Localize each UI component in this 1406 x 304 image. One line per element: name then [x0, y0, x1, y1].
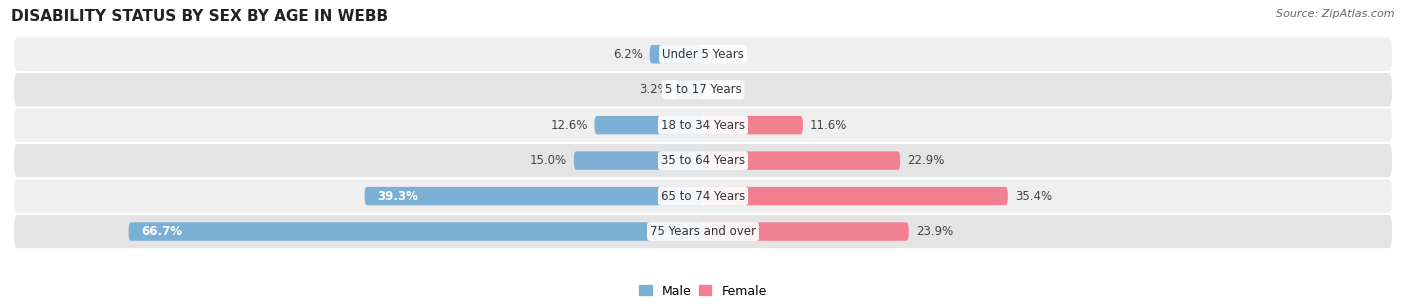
Text: DISABILITY STATUS BY SEX BY AGE IN WEBB: DISABILITY STATUS BY SEX BY AGE IN WEBB	[11, 9, 388, 24]
Text: 15.0%: 15.0%	[530, 154, 567, 167]
FancyBboxPatch shape	[595, 116, 703, 134]
FancyBboxPatch shape	[703, 222, 908, 241]
Text: 39.3%: 39.3%	[377, 190, 419, 202]
Text: 11.6%: 11.6%	[810, 119, 848, 132]
FancyBboxPatch shape	[703, 116, 803, 134]
Text: 6.2%: 6.2%	[613, 48, 643, 61]
FancyBboxPatch shape	[703, 151, 900, 170]
FancyBboxPatch shape	[675, 81, 703, 99]
Text: 75 Years and over: 75 Years and over	[650, 225, 756, 238]
Legend: Male, Female: Male, Female	[634, 280, 772, 302]
Text: 22.9%: 22.9%	[907, 154, 945, 167]
FancyBboxPatch shape	[14, 215, 1392, 248]
Text: 18 to 34 Years: 18 to 34 Years	[661, 119, 745, 132]
Text: 65 to 74 Years: 65 to 74 Years	[661, 190, 745, 202]
FancyBboxPatch shape	[574, 151, 703, 170]
FancyBboxPatch shape	[14, 144, 1392, 177]
Text: 12.6%: 12.6%	[550, 119, 588, 132]
FancyBboxPatch shape	[14, 38, 1392, 71]
FancyBboxPatch shape	[364, 187, 703, 205]
Text: 66.7%: 66.7%	[142, 225, 183, 238]
Text: 5 to 17 Years: 5 to 17 Years	[665, 83, 741, 96]
Text: 3.2%: 3.2%	[638, 83, 669, 96]
FancyBboxPatch shape	[14, 109, 1392, 142]
FancyBboxPatch shape	[703, 187, 1008, 205]
Text: 35.4%: 35.4%	[1015, 190, 1052, 202]
Text: 23.9%: 23.9%	[915, 225, 953, 238]
FancyBboxPatch shape	[14, 73, 1392, 106]
Text: Source: ZipAtlas.com: Source: ZipAtlas.com	[1277, 9, 1395, 19]
Text: 35 to 64 Years: 35 to 64 Years	[661, 154, 745, 167]
FancyBboxPatch shape	[650, 45, 703, 64]
Text: Under 5 Years: Under 5 Years	[662, 48, 744, 61]
FancyBboxPatch shape	[128, 222, 703, 241]
FancyBboxPatch shape	[14, 179, 1392, 213]
